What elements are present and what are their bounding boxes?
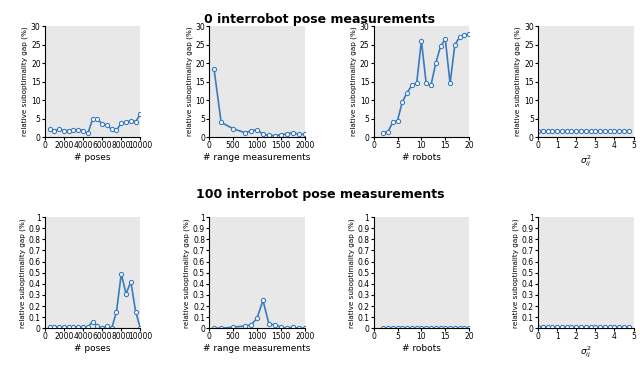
- X-axis label: # robots: # robots: [402, 153, 441, 162]
- X-axis label: # poses: # poses: [74, 344, 111, 353]
- Text: 100 interrobot pose measurements: 100 interrobot pose measurements: [196, 188, 444, 201]
- Y-axis label: relative suboptimality gap (%): relative suboptimality gap (%): [351, 27, 357, 137]
- Y-axis label: relative suboptimality gap (%): relative suboptimality gap (%): [19, 218, 26, 327]
- Y-axis label: relative suboptimality gap (%): relative suboptimality gap (%): [186, 27, 193, 137]
- Y-axis label: relative suboptimality gap (%): relative suboptimality gap (%): [515, 27, 522, 137]
- X-axis label: # range measurements: # range measurements: [204, 153, 310, 162]
- X-axis label: # robots: # robots: [402, 344, 441, 353]
- X-axis label: # poses: # poses: [74, 153, 111, 162]
- X-axis label: $\sigma^2_{ij}$: $\sigma^2_{ij}$: [580, 153, 591, 169]
- Y-axis label: relative suboptimality gap (%): relative suboptimality gap (%): [184, 218, 190, 327]
- Y-axis label: relative suboptimality gap (%): relative suboptimality gap (%): [22, 27, 28, 137]
- X-axis label: $\sigma^2_{ij}$: $\sigma^2_{ij}$: [580, 344, 591, 360]
- Y-axis label: relative suboptimality gap (%): relative suboptimality gap (%): [348, 218, 355, 327]
- X-axis label: # range measurements: # range measurements: [204, 344, 310, 353]
- Y-axis label: relative suboptimality gap (%): relative suboptimality gap (%): [513, 218, 519, 327]
- Text: 0 interrobot pose measurements: 0 interrobot pose measurements: [205, 13, 435, 26]
